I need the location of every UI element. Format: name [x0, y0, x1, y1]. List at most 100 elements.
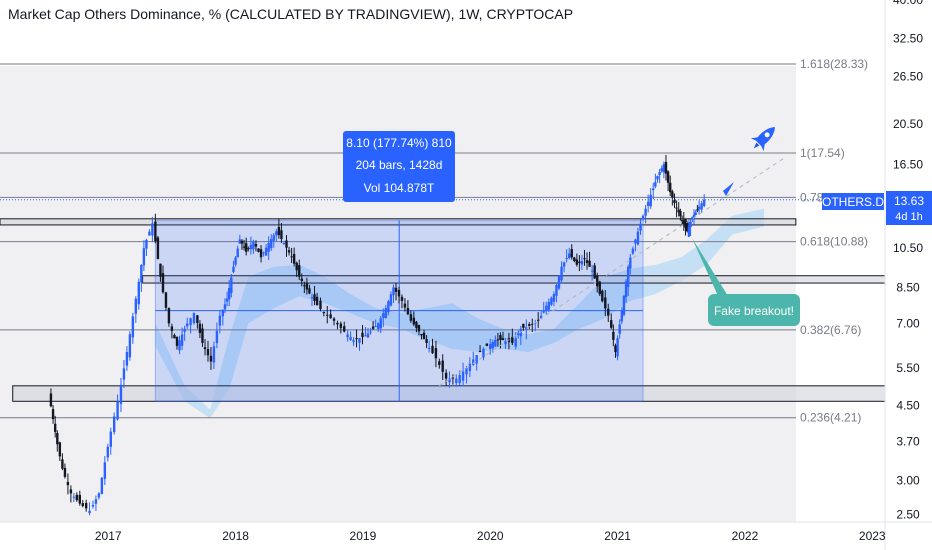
y-tick-label-10: 4.50 [896, 398, 920, 412]
candle-body [203, 347, 207, 350]
candle-body [468, 363, 472, 372]
candle-body [369, 331, 372, 333]
candle-body [332, 318, 336, 321]
candle-body [131, 316, 135, 338]
candle-body [106, 446, 110, 458]
candle-body [596, 275, 599, 287]
candle-body [125, 351, 129, 366]
candle-body [240, 240, 244, 244]
candle-body [652, 188, 655, 191]
candle-body [374, 326, 377, 328]
candle-body [547, 301, 551, 310]
candle-body [684, 219, 687, 228]
candle-body [185, 323, 189, 327]
candle-body [303, 285, 306, 287]
candle-body [669, 182, 672, 193]
candle-body [78, 494, 81, 504]
candle-body [499, 335, 502, 341]
candle-body [565, 257, 568, 259]
candle-body [585, 260, 589, 263]
measure-line1: 8.10 (177.74%) 810 [346, 136, 452, 150]
measure-tooltip: 8.10 (177.74%) 810 204 bars, 1428d Vol 1… [343, 131, 455, 202]
candle-body [254, 244, 258, 247]
candle-body [134, 298, 138, 314]
price-label-symbol: OTHERS.D [822, 195, 884, 209]
y-axis[interactable]: 40.00 32.50 26.50 20.50 16.50 10.50 8.50 7.00 5.… [893, 0, 923, 521]
candle-body [277, 227, 281, 236]
candle-body [552, 294, 556, 302]
candle-body [145, 239, 148, 249]
candle-body [528, 324, 531, 327]
x-tick-label-1: 2018 [222, 529, 249, 543]
candle-body [196, 315, 199, 324]
candle-body [84, 502, 88, 509]
candle-body [247, 248, 250, 250]
candle-body [49, 393, 53, 407]
candle-body [336, 322, 339, 325]
candle-body [384, 308, 388, 318]
candle-body [364, 335, 367, 337]
candle-body [201, 328, 204, 343]
plot-area[interactable]: 1.618(28.33)1(17.54)0.786(13.81)0.618(10… [0, 57, 885, 516]
candle-body [415, 321, 418, 328]
candle-body [137, 281, 140, 305]
candle-body [206, 349, 210, 356]
candle-body [422, 332, 426, 340]
candle-body [425, 339, 428, 343]
y-tick-label-1: 32.50 [893, 32, 923, 46]
candle-body [122, 368, 126, 380]
candle-body [448, 378, 451, 383]
candle-body [646, 201, 650, 206]
candle-body [622, 295, 626, 315]
candle-body [148, 231, 151, 236]
candle-body [562, 262, 566, 267]
candle-body [494, 340, 497, 347]
candle-body [649, 194, 652, 207]
candle-body [618, 324, 621, 334]
candle-body [230, 277, 233, 294]
candle-body [308, 288, 311, 294]
candle-body [570, 249, 573, 258]
candle-body [326, 314, 329, 316]
candle-body [310, 297, 314, 299]
candle-body [568, 253, 571, 258]
candle-body [252, 241, 255, 250]
candle-body [403, 303, 407, 308]
candle-body [580, 260, 584, 265]
candle-body [475, 355, 478, 364]
candle-body [397, 289, 401, 297]
candle-body [346, 334, 349, 338]
candle-body [666, 171, 670, 183]
price-label[interactable]: OTHERS.D 13.63 4d 1h [822, 191, 932, 225]
candle-body [183, 328, 186, 332]
candle-body [270, 239, 273, 249]
candle-body [343, 326, 346, 332]
y-tick-label-13: 2.50 [896, 507, 920, 521]
price-label-countdown: 4d 1h [895, 211, 923, 223]
candle-body [244, 243, 248, 252]
candle-body [441, 360, 444, 372]
candle-body [700, 203, 703, 210]
candle-body [290, 256, 293, 258]
x-axis[interactable]: 2017 2018 2019 2020 2021 2022 2023 [95, 529, 886, 543]
candle-body [275, 231, 278, 236]
candle-body [128, 334, 132, 358]
candle-body [485, 343, 489, 346]
y-tick-label-8: 7.00 [896, 316, 920, 330]
candle-body [352, 340, 355, 342]
x-tick-label-2: 2019 [350, 529, 377, 543]
x-tick-label-6: 2023 [859, 529, 886, 543]
candle-body [209, 355, 213, 362]
candle-body [607, 308, 610, 316]
x-tick-label-3: 2020 [477, 529, 504, 543]
candle-body [264, 247, 268, 256]
y-tick-label-3: 20.50 [893, 117, 923, 131]
support-band-0 [0, 218, 797, 226]
fake-breakout-callout[interactable]: Fake breakout! [692, 238, 800, 326]
candle-body [322, 311, 326, 314]
candle-body [496, 339, 500, 341]
x-tick-label-0: 2017 [95, 529, 122, 543]
candle-body [550, 297, 553, 305]
candle-body [517, 333, 520, 335]
candle-body [489, 343, 492, 349]
